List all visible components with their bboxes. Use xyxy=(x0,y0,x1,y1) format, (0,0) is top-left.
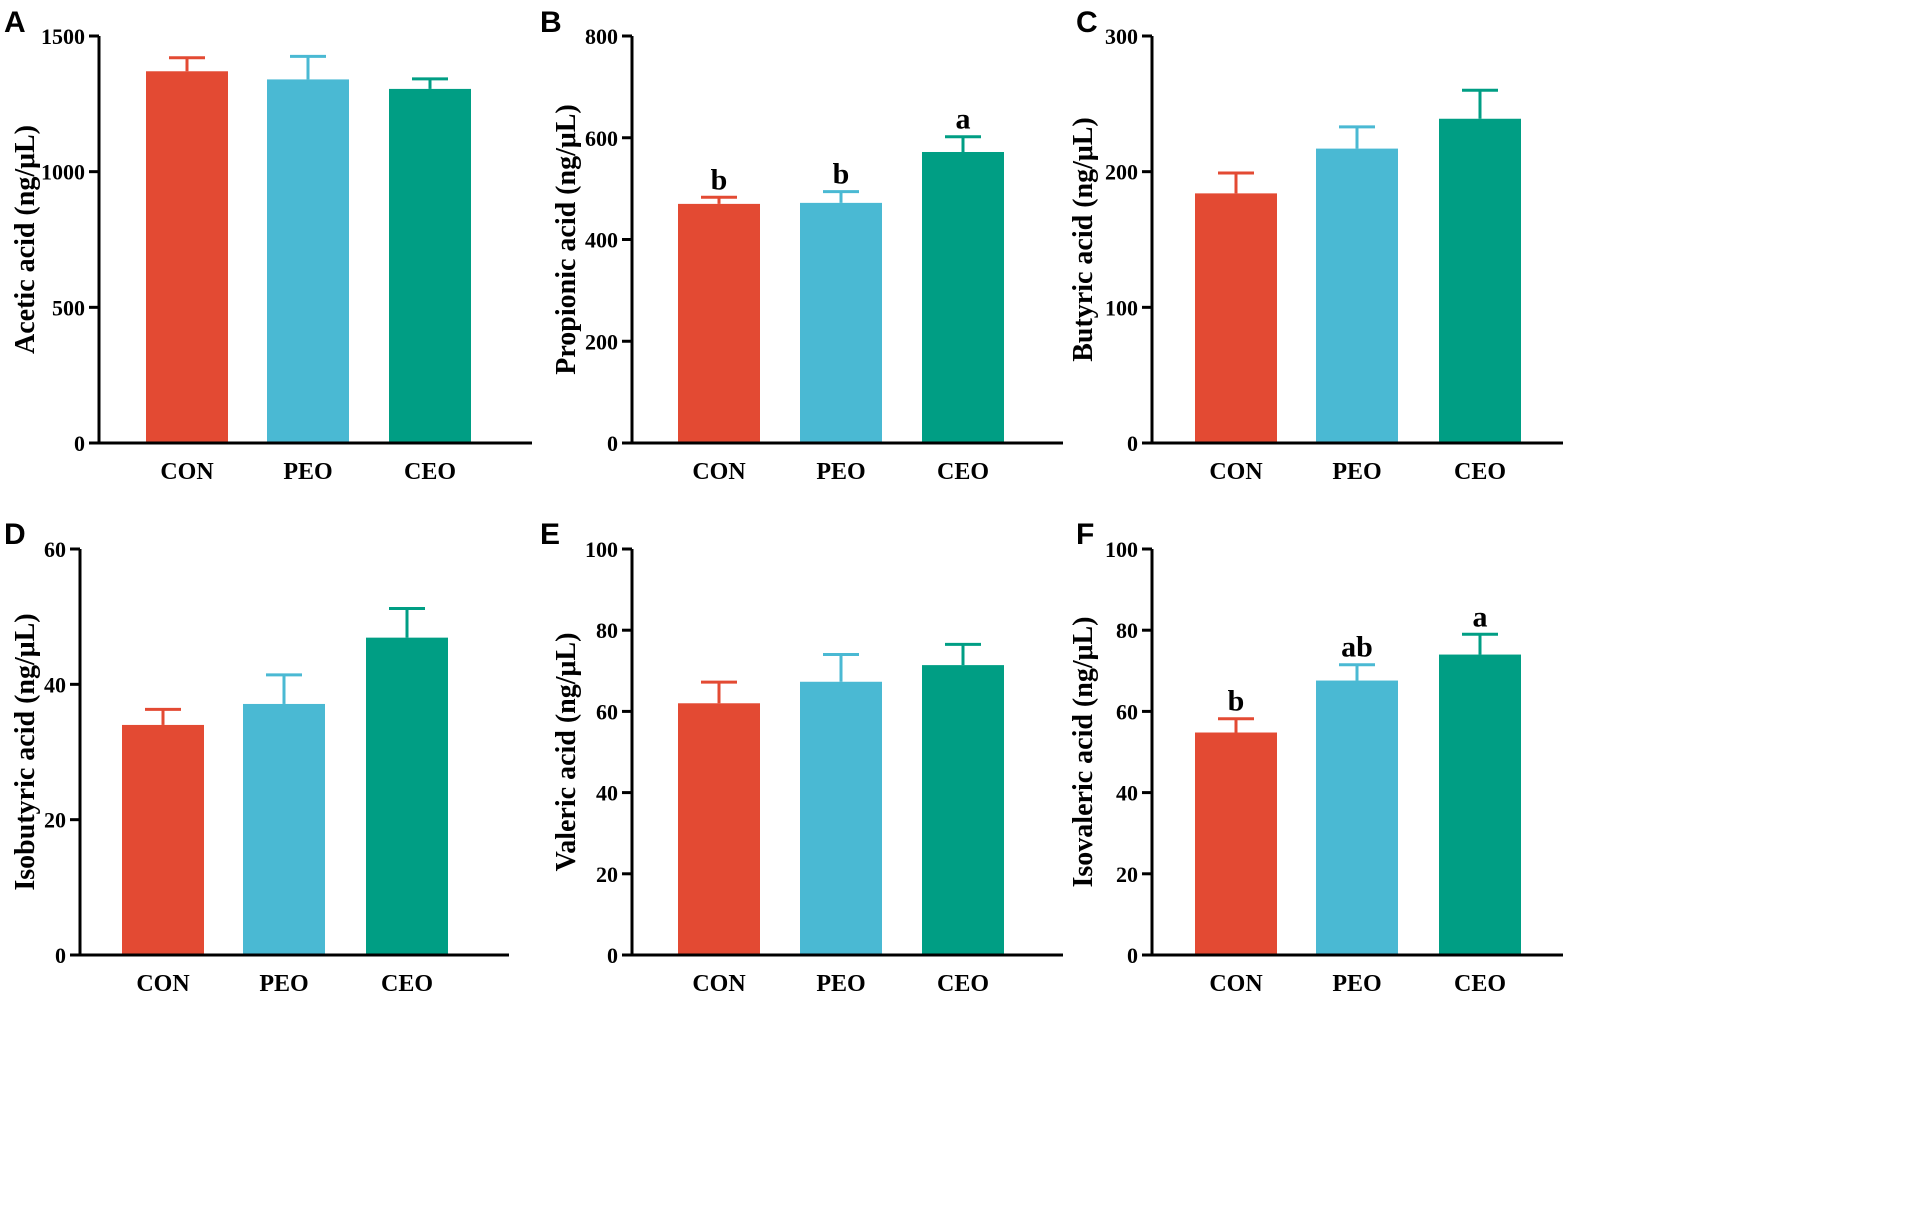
panel-a: A CON PEO CEO 0 500 1000 1500 Acetic acid (ng/μL… xyxy=(4,6,532,485)
x-tick-label: CEO xyxy=(381,971,433,997)
x-tick-label: PEO xyxy=(1332,971,1381,997)
panel-e: E CON PEO CEO 0 20 40 60 80 100 Valeric acid (ng/μ… xyxy=(540,518,1063,997)
panel-f: Fb CON ab PEO a CEO 0 20 40 60 80 100 Isovaleric aci… xyxy=(1068,518,1563,997)
y-axis-title: Acetic acid (ng/μL) xyxy=(10,125,41,354)
y-tick-label: 40 xyxy=(1116,781,1138,806)
x-tick-label: CEO xyxy=(937,971,989,997)
x-tick-label: CON xyxy=(136,971,190,997)
panel-letter: B xyxy=(540,6,562,39)
y-tick-label: 20 xyxy=(596,862,618,887)
y-tick-label: 0 xyxy=(55,943,66,968)
y-tick-label: 40 xyxy=(596,781,618,806)
x-tick-label: CON xyxy=(1209,971,1263,997)
bar-con xyxy=(1195,732,1277,955)
panel-c: C CON PEO CEO 0 100 200 300 Butyric acid (ng/μL) xyxy=(1068,6,1563,485)
x-tick-label: PEO xyxy=(816,459,865,485)
y-tick-label: 20 xyxy=(1116,862,1138,887)
x-tick-label: CON xyxy=(1209,459,1263,485)
x-tick-label: CEO xyxy=(1454,971,1506,997)
panel-letter: E xyxy=(540,518,560,551)
panel-d: D CON PEO CEO 0 20 40 60 Isobutyric acid (ng/μL) xyxy=(4,518,509,997)
y-tick-label: 200 xyxy=(1105,160,1138,185)
y-tick-label: 60 xyxy=(596,699,618,724)
bar-peo xyxy=(1316,680,1398,955)
y-tick-label: 1500 xyxy=(41,24,85,49)
panel-b: Bb CON b PEO a CEO 0 200 400 600 800 Propionic acid… xyxy=(540,6,1063,485)
bar-con xyxy=(678,703,760,955)
significance-label-ceo: a xyxy=(956,103,971,136)
y-tick-label: 400 xyxy=(585,228,618,253)
y-tick-label: 0 xyxy=(1127,431,1138,456)
bar-ceo xyxy=(1439,118,1521,444)
bar-peo xyxy=(800,681,882,955)
panel-letter: C xyxy=(1076,6,1098,39)
significance-label-con: b xyxy=(1228,685,1245,718)
bar-peo xyxy=(800,202,882,443)
y-tick-label: 300 xyxy=(1105,24,1138,49)
x-tick-label: CEO xyxy=(937,459,989,485)
y-tick-label: 100 xyxy=(1105,537,1138,562)
bar-ceo xyxy=(366,637,448,955)
bar-con xyxy=(122,724,204,955)
y-tick-label: 60 xyxy=(44,537,66,562)
bar-peo xyxy=(243,703,325,955)
y-axis-title: Isobutyric acid (ng/μL) xyxy=(10,613,41,890)
y-axis-title: Butyric acid (ng/μL) xyxy=(1068,117,1099,362)
panel-letter: D xyxy=(4,518,26,551)
bar-con xyxy=(1195,193,1277,443)
x-tick-label: CON xyxy=(692,971,746,997)
y-tick-label: 100 xyxy=(585,537,618,562)
y-tick-label: 80 xyxy=(1116,618,1138,643)
bar-ceo xyxy=(389,88,471,443)
y-tick-label: 0 xyxy=(1127,943,1138,968)
bar-peo xyxy=(1316,148,1398,443)
y-tick-label: 40 xyxy=(44,672,66,697)
significance-label-peo: b xyxy=(833,158,850,191)
bar-ceo xyxy=(922,665,1004,955)
y-tick-label: 1000 xyxy=(41,160,85,185)
y-tick-label: 60 xyxy=(1116,699,1138,724)
x-tick-label: PEO xyxy=(283,459,332,485)
bar-con xyxy=(146,71,228,444)
y-tick-label: 20 xyxy=(44,808,66,833)
x-tick-label: CEO xyxy=(404,459,456,485)
y-tick-label: 0 xyxy=(607,943,618,968)
bar-con xyxy=(678,203,760,443)
x-tick-label: CON xyxy=(692,459,746,485)
panel-letter: A xyxy=(4,6,26,39)
x-tick-label: PEO xyxy=(816,971,865,997)
significance-label-con: b xyxy=(711,163,728,196)
y-axis-title: Propionic acid (ng/μL) xyxy=(551,104,582,374)
bar-ceo xyxy=(922,151,1004,443)
significance-label-ceo: a xyxy=(1473,600,1488,633)
bar-ceo xyxy=(1439,654,1521,955)
x-tick-label: PEO xyxy=(259,971,308,997)
bar-peo xyxy=(267,79,349,443)
x-tick-label: CON xyxy=(160,459,214,485)
y-tick-label: 0 xyxy=(74,431,85,456)
y-tick-label: 800 xyxy=(585,24,618,49)
y-tick-label: 0 xyxy=(607,431,618,456)
y-axis-title: Valeric acid (ng/μL) xyxy=(551,633,582,872)
x-tick-label: PEO xyxy=(1332,459,1381,485)
y-tick-label: 100 xyxy=(1105,295,1138,320)
y-tick-label: 600 xyxy=(585,126,618,151)
y-tick-label: 80 xyxy=(596,618,618,643)
panel-letter: F xyxy=(1076,518,1094,551)
y-tick-label: 500 xyxy=(52,295,85,320)
y-axis-title: Isovaleric acid (ng/μL) xyxy=(1068,617,1099,888)
x-tick-label: CEO xyxy=(1454,459,1506,485)
y-tick-label: 200 xyxy=(585,329,618,354)
significance-label-peo: ab xyxy=(1341,631,1373,664)
